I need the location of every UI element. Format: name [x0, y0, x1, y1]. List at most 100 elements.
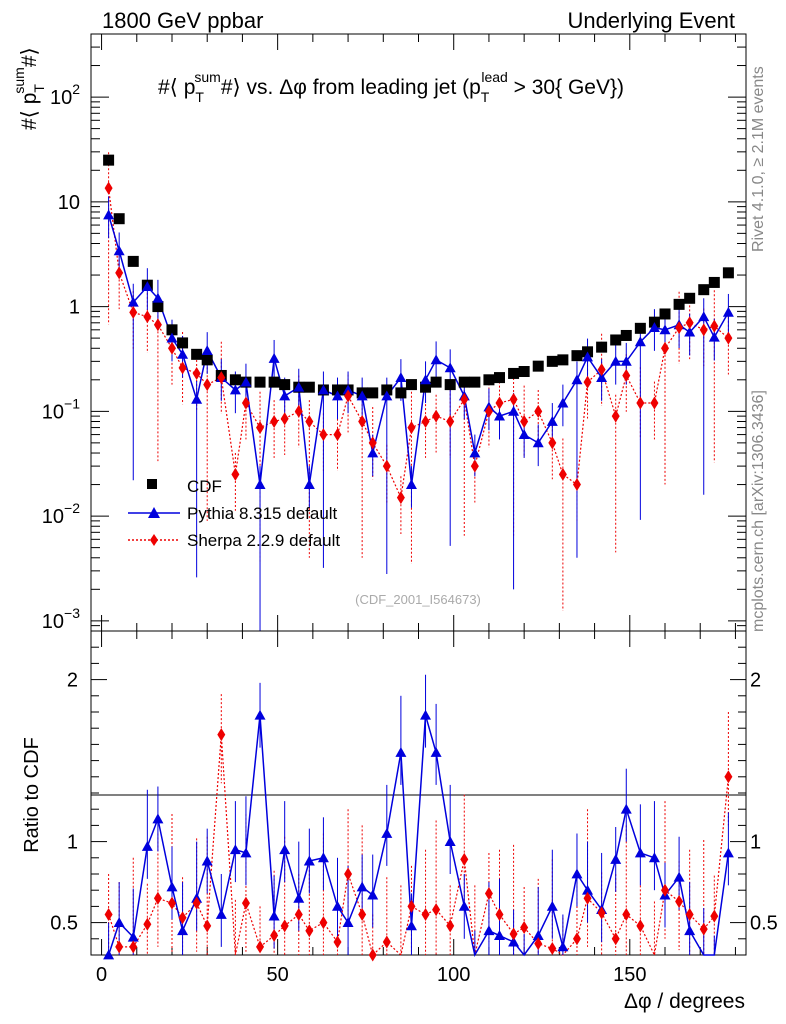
sherpa-ratio-point [534, 937, 543, 951]
pythia-ratio-point [367, 889, 379, 900]
pythia-point [659, 324, 671, 335]
sherpa-ratio-point [710, 909, 719, 923]
cdf-point [508, 367, 520, 379]
pythia-ratio-point [279, 844, 291, 855]
pythia-ratio-point [240, 847, 252, 858]
pythia-ratio-point [493, 930, 505, 940]
pythia-point [596, 372, 608, 382]
pythia-ratio-line [107, 714, 730, 958]
sherpa-ratio-point [421, 908, 430, 921]
sherpa-ratio-point [611, 932, 620, 946]
pythia-point [303, 479, 315, 489]
x-tick-label: 150 [613, 964, 646, 986]
cdf-point [659, 308, 671, 320]
sherpa-point [432, 409, 441, 423]
pythia-ratio-point [673, 871, 685, 882]
x-tick-label: 0 [96, 964, 107, 986]
sherpa-point [382, 459, 391, 473]
sherpa-point [368, 436, 377, 450]
cdf-point [518, 366, 530, 378]
mcplots-label: mcplots.cern.ch [arXiv:1306.3436] [750, 390, 767, 632]
pythia-ratio-point [332, 900, 344, 911]
pythia-ratio-point [444, 836, 456, 846]
cdf-point [722, 267, 734, 279]
pythia-point [127, 296, 139, 307]
sherpa-point [611, 409, 620, 423]
sherpa-point [572, 478, 581, 492]
sherpa-point [305, 414, 314, 428]
x-axis-label: Δφ / degrees [624, 990, 745, 1013]
pythia-point [229, 384, 241, 395]
pythia-ratio-point [303, 855, 315, 866]
sherpa-point [622, 368, 631, 382]
sherpa-point [685, 316, 694, 330]
sherpa-ratio-point [256, 940, 265, 954]
sherpa-ratio-point [217, 728, 226, 742]
pythia-ratio-point [152, 813, 164, 824]
sherpa-point [396, 491, 405, 505]
sherpa-point [344, 389, 353, 403]
sherpa-ratio-line [108, 734, 729, 957]
sherpa-point [460, 392, 469, 406]
sherpa-point [407, 421, 416, 435]
cdf-point [332, 384, 344, 396]
pythia-point [177, 348, 189, 359]
pythia-ratio-point [483, 925, 495, 936]
pythia-ratio-point [356, 881, 368, 892]
main-y-axis-label: #⟨ pTsum#⟩ [11, 47, 47, 130]
sherpa-ratio-point [203, 919, 212, 933]
sherpa-point [558, 467, 567, 481]
sherpa-ratio-point [460, 852, 469, 866]
pythia-ratio-point [215, 909, 227, 919]
sherpa-ratio-point [382, 935, 391, 949]
sherpa-point [192, 366, 201, 380]
sherpa-point [583, 375, 592, 389]
cdf-point [229, 374, 241, 386]
pythia-ratio-point [395, 747, 407, 757]
legend-sherpa-label: Sherpa 2.2.9 default [187, 531, 340, 550]
sherpa-point [294, 404, 303, 418]
sherpa-point [724, 331, 733, 345]
x-tick-label: 100 [437, 964, 470, 986]
sherpa-ratio-point [432, 903, 441, 917]
pythia-ratio-point [430, 747, 442, 757]
sherpa-ratio-point [509, 927, 518, 941]
sherpa-point [470, 459, 479, 473]
cdf-point [483, 374, 495, 386]
ratio-y-tick-label: 1 [67, 832, 78, 854]
sherpa-ratio-point [368, 948, 377, 962]
sherpa-ratio-point [344, 867, 353, 881]
pythia-ratio-point [103, 949, 115, 960]
ratio-y-tick-label: 2 [67, 670, 78, 692]
cdf-point [254, 376, 266, 388]
cdf-point [103, 154, 115, 166]
sherpa-point [675, 321, 684, 335]
ratio-y-tick-label: 0.5 [50, 913, 78, 935]
sherpa-ratio-point [115, 940, 124, 954]
header-right: Underlying Event [567, 8, 735, 33]
sherpa-ratio-point [129, 940, 138, 954]
pythia-point [546, 415, 558, 426]
pythia-ratio-point [201, 855, 213, 866]
sherpa-point [270, 414, 279, 428]
sherpa-ratio-point [446, 919, 455, 933]
pythia-point [381, 390, 393, 401]
sherpa-point [333, 428, 342, 442]
sherpa-point [217, 371, 226, 385]
pythia-point [493, 410, 505, 421]
cdf-point [201, 354, 213, 366]
pythia-ratio-point [684, 925, 696, 936]
pythia-ratio-point [229, 844, 241, 855]
sherpa-ratio-point [167, 896, 176, 910]
cdf-point [708, 276, 720, 288]
sherpa-ratio-point [583, 891, 592, 905]
pythia-point [557, 397, 569, 408]
pythia-point [648, 322, 660, 333]
pythia-point [571, 374, 583, 385]
sherpa-ratio-point [178, 911, 187, 925]
sherpa-ratio-point [280, 919, 289, 933]
pythia-point [708, 331, 720, 342]
sherpa-point [421, 414, 430, 428]
pythia-ratio-point [722, 847, 734, 858]
